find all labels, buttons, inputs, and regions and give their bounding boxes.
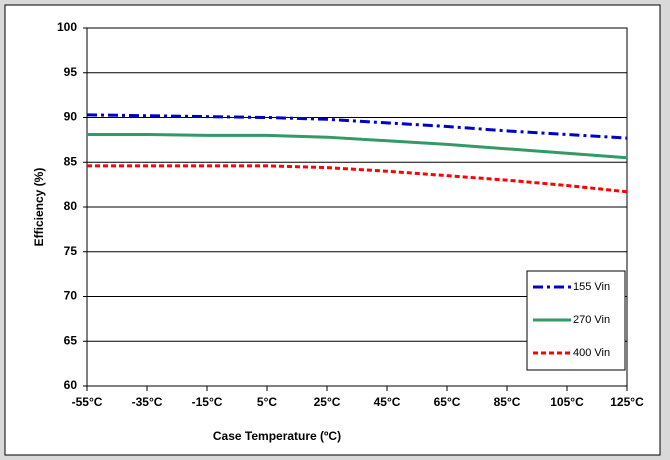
- legend-label: 270 Vin: [573, 314, 610, 326]
- y-tick-label: 90: [64, 110, 78, 124]
- x-tick-label: 65°C: [434, 395, 461, 409]
- legend-label: 155 Vin: [573, 281, 610, 293]
- x-tick-label: 5°C: [257, 395, 277, 409]
- x-tick-label: 25°C: [314, 395, 341, 409]
- x-tick-label: -15°C: [192, 395, 223, 409]
- x-tick-label: 45°C: [374, 395, 401, 409]
- x-tick-label: -55°C: [72, 395, 103, 409]
- x-tick-label: 125°C: [610, 395, 644, 409]
- y-tick-label: 95: [64, 65, 78, 79]
- x-tick-label: 105°C: [550, 395, 584, 409]
- y-axis-label: Efficiency (%): [32, 168, 46, 247]
- y-tick-label: 80: [64, 199, 78, 213]
- series-line: [86, 113, 628, 140]
- x-tick-label: -35°C: [132, 395, 163, 409]
- series-line: [87, 133, 628, 160]
- y-tick-label: 85: [64, 154, 78, 168]
- y-tick-label: 75: [64, 244, 78, 258]
- y-tick-label: 70: [64, 289, 78, 303]
- x-axis-label: Case Temperature (ºC): [213, 429, 341, 443]
- legend-label: 400 Vin: [573, 347, 610, 359]
- y-tick-label: 65: [64, 333, 78, 347]
- x-tick-label: 85°C: [494, 395, 521, 409]
- y-tick-label: 60: [64, 378, 78, 392]
- series-line: [87, 164, 628, 194]
- y-tick-label: 100: [57, 20, 77, 34]
